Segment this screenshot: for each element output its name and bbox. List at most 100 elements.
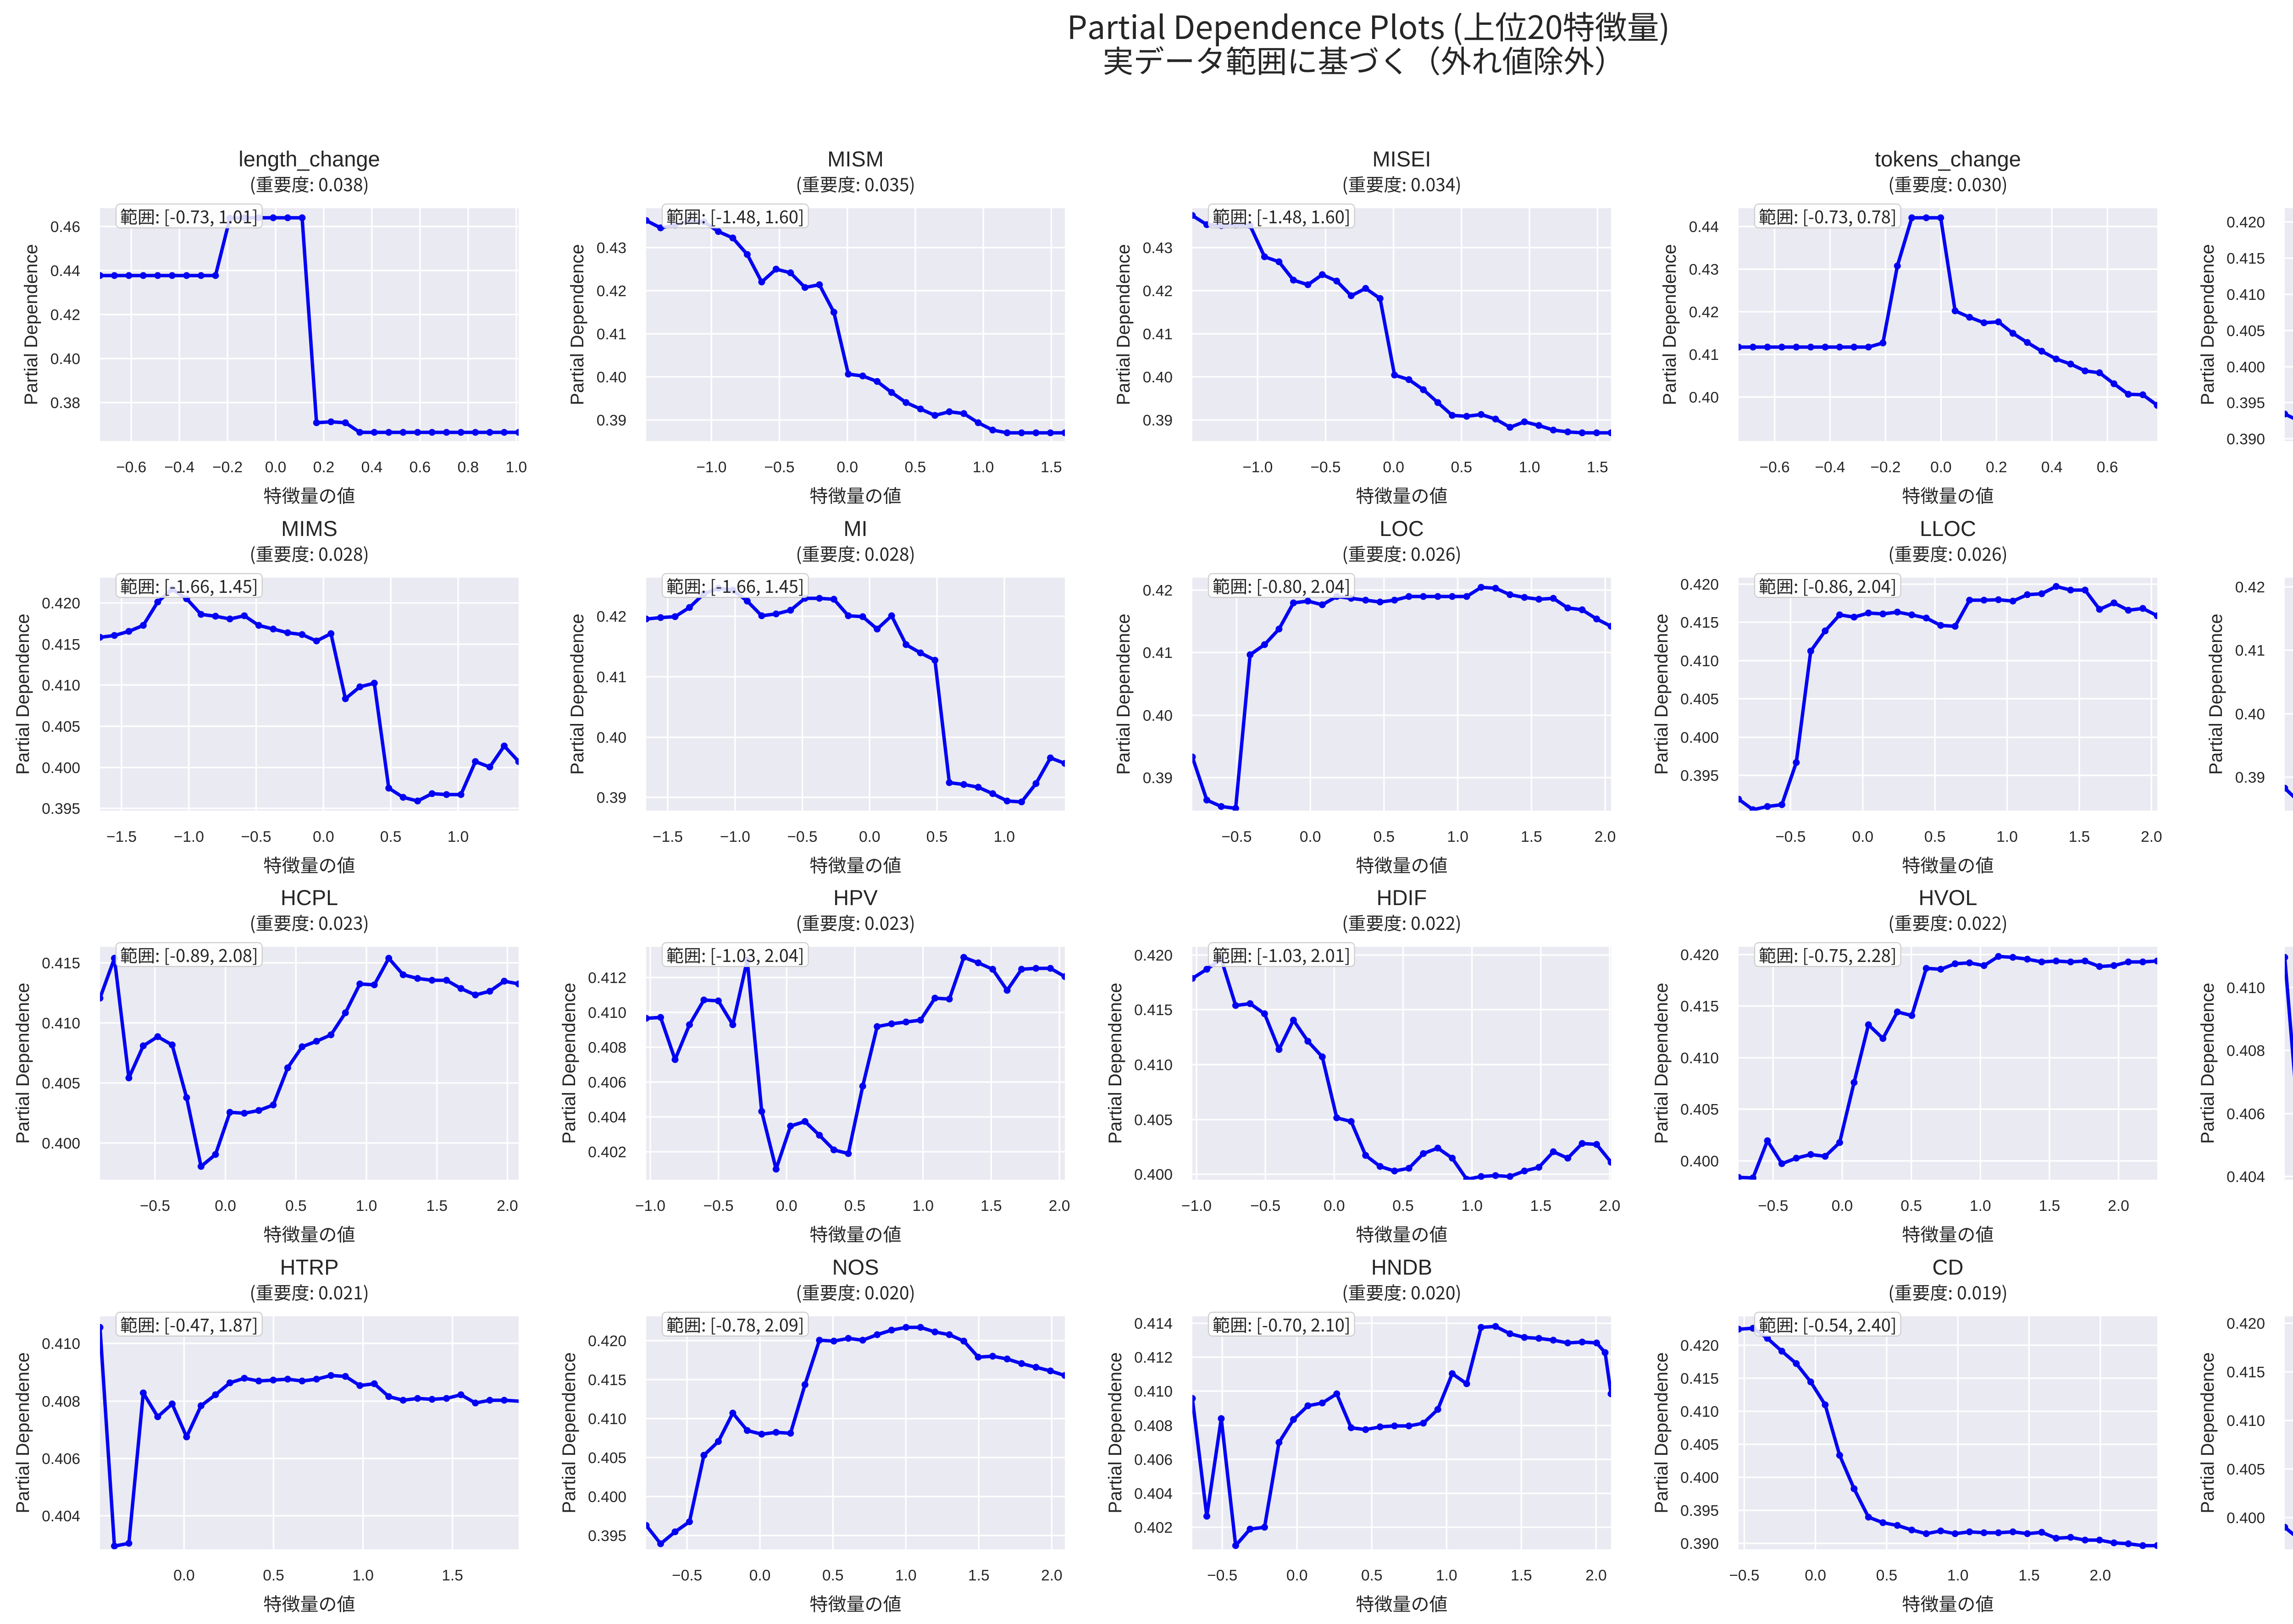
- svg-text:HPV: HPV: [833, 885, 878, 910]
- svg-text:2.0: 2.0: [497, 1198, 518, 1215]
- svg-text:0.406: 0.406: [588, 1074, 626, 1091]
- svg-text:0.42: 0.42: [50, 307, 80, 324]
- svg-text:0.0: 0.0: [836, 459, 858, 476]
- svg-text:MI: MI: [843, 516, 867, 541]
- svg-text:2.0: 2.0: [1049, 1198, 1070, 1215]
- svg-text:0.395: 0.395: [1680, 1502, 1719, 1519]
- svg-text:0.405: 0.405: [1680, 691, 1719, 708]
- svg-text:0.410: 0.410: [588, 1005, 626, 1022]
- svg-text:1.5: 1.5: [426, 1198, 448, 1215]
- svg-text:2.0: 2.0: [1585, 1567, 1607, 1584]
- svg-text:0.43: 0.43: [1143, 240, 1173, 257]
- svg-text:−1.0: −1.0: [1242, 459, 1273, 476]
- svg-text:0.420: 0.420: [1680, 947, 1719, 964]
- svg-text:1.0: 1.0: [1996, 829, 2018, 845]
- svg-text:0.39: 0.39: [597, 790, 626, 806]
- svg-text:0.415: 0.415: [1680, 998, 1719, 1015]
- svg-text:−0.4: −0.4: [1815, 459, 1845, 476]
- svg-text:0.406: 0.406: [42, 1451, 80, 1468]
- svg-text:Partial Dependence: Partial Dependence: [1651, 613, 1672, 774]
- svg-text:Partial Dependence: Partial Dependence: [559, 1352, 579, 1513]
- svg-text:−0.2: −0.2: [1870, 459, 1900, 476]
- svg-text:0.0: 0.0: [1852, 829, 1874, 845]
- svg-text:MIMS: MIMS: [281, 516, 338, 541]
- svg-text:Partial Dependence: Partial Dependence: [1651, 1352, 1672, 1513]
- svg-text:0.5: 0.5: [380, 829, 402, 845]
- svg-text:0.5: 0.5: [822, 1567, 844, 1584]
- svg-text:0.0: 0.0: [265, 459, 287, 476]
- svg-text:1.5: 1.5: [442, 1567, 463, 1584]
- svg-text:0.405: 0.405: [42, 718, 80, 735]
- svg-text:0.404: 0.404: [1134, 1486, 1173, 1502]
- svg-text:−0.5: −0.5: [703, 1198, 734, 1215]
- svg-text:HVOL: HVOL: [1919, 885, 1977, 910]
- svg-text:Partial Dependence: Partial Dependence: [1651, 983, 1672, 1143]
- svg-text:−0.5: −0.5: [1310, 459, 1340, 476]
- svg-text:0.402: 0.402: [588, 1144, 626, 1161]
- svg-text:1.0: 1.0: [352, 1567, 374, 1584]
- svg-text:1.0: 1.0: [1447, 829, 1468, 845]
- svg-text:Partial Dependence: Partial Dependence: [13, 1352, 33, 1513]
- svg-text:0.390: 0.390: [1680, 1536, 1719, 1552]
- svg-text:1.0: 1.0: [1519, 459, 1540, 476]
- svg-text:1.5: 1.5: [1530, 1198, 1552, 1215]
- svg-text:1.5: 1.5: [968, 1567, 990, 1584]
- svg-text:1.5: 1.5: [1587, 459, 1608, 476]
- svg-text:1.0: 1.0: [895, 1567, 917, 1584]
- svg-text:0.405: 0.405: [1134, 1112, 1173, 1129]
- svg-text:0.2: 0.2: [313, 459, 335, 476]
- svg-text:0.5: 0.5: [1876, 1567, 1898, 1584]
- svg-text:HNDB: HNDB: [1371, 1255, 1432, 1279]
- svg-text:Partial Dependence: Partial Dependence: [1105, 1352, 1125, 1513]
- svg-text:0.410: 0.410: [2227, 287, 2265, 304]
- svg-text:0.410: 0.410: [42, 677, 80, 694]
- svg-text:0.405: 0.405: [588, 1450, 626, 1467]
- svg-text:0.412: 0.412: [588, 970, 626, 987]
- svg-text:LLOC: LLOC: [1920, 516, 1976, 541]
- svg-text:0.395: 0.395: [1680, 768, 1719, 784]
- svg-text:0.390: 0.390: [2227, 431, 2265, 448]
- svg-text:0.400: 0.400: [2227, 359, 2265, 376]
- svg-text:0.414: 0.414: [1134, 1315, 1173, 1332]
- svg-text:1.0: 1.0: [448, 829, 469, 845]
- svg-text:0.420: 0.420: [42, 595, 80, 612]
- svg-text:0.40: 0.40: [597, 369, 626, 386]
- svg-text:0.400: 0.400: [588, 1489, 626, 1506]
- svg-text:0.5: 0.5: [844, 1198, 866, 1215]
- svg-text:CD: CD: [1933, 1255, 1964, 1279]
- svg-text:NOS: NOS: [832, 1255, 879, 1279]
- svg-text:0.410: 0.410: [42, 1015, 80, 1032]
- svg-text:0.400: 0.400: [1680, 729, 1719, 746]
- svg-text:0.2: 0.2: [1986, 459, 2007, 476]
- svg-text:0.39: 0.39: [2235, 769, 2265, 786]
- svg-text:0.0: 0.0: [313, 829, 334, 845]
- svg-text:0.42: 0.42: [597, 608, 626, 625]
- svg-text:0.5: 0.5: [285, 1198, 307, 1215]
- svg-text:2.0: 2.0: [1595, 829, 1616, 845]
- svg-text:0.410: 0.410: [1134, 1057, 1173, 1074]
- svg-text:2.0: 2.0: [2141, 829, 2162, 845]
- svg-text:0.46: 0.46: [50, 219, 80, 236]
- svg-text:Partial Dependence: Partial Dependence: [567, 244, 587, 405]
- svg-text:0.0: 0.0: [1383, 459, 1404, 476]
- svg-text:1.0: 1.0: [973, 459, 994, 476]
- svg-text:0.400: 0.400: [42, 1135, 80, 1152]
- svg-text:HCPL: HCPL: [281, 885, 338, 910]
- svg-text:0.40: 0.40: [2235, 706, 2265, 723]
- svg-text:2.0: 2.0: [2108, 1198, 2129, 1215]
- svg-text:0.5: 0.5: [905, 459, 926, 476]
- svg-text:0.41: 0.41: [597, 326, 626, 343]
- svg-text:0.408: 0.408: [42, 1393, 80, 1410]
- svg-text:1.0: 1.0: [994, 829, 1015, 845]
- svg-text:0.41: 0.41: [2235, 642, 2265, 659]
- svg-text:0.44: 0.44: [1689, 219, 1719, 236]
- svg-text:0.408: 0.408: [588, 1039, 626, 1056]
- svg-text:0.420: 0.420: [588, 1333, 626, 1350]
- svg-text:0.395: 0.395: [588, 1528, 626, 1545]
- svg-text:−1.0: −1.0: [1181, 1198, 1212, 1215]
- svg-text:1.5: 1.5: [1041, 459, 1062, 476]
- svg-text:0.415: 0.415: [588, 1372, 626, 1389]
- svg-text:0.410: 0.410: [42, 1336, 80, 1353]
- svg-text:−1.0: −1.0: [635, 1198, 665, 1215]
- svg-text:0.420: 0.420: [2227, 214, 2265, 231]
